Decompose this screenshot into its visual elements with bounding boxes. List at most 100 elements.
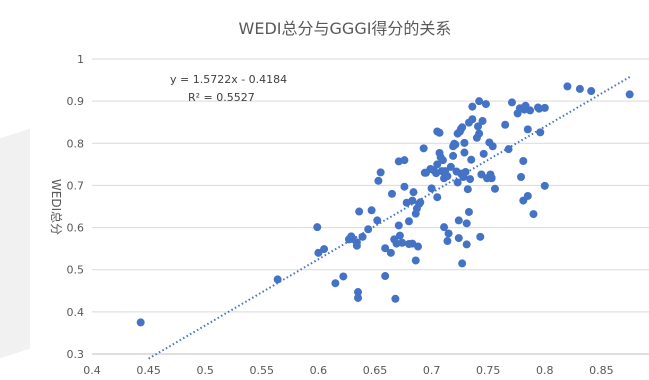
x-tick-label: 0.85 [589,364,614,377]
data-point [466,175,475,184]
data-point [467,155,476,164]
data-point [488,142,497,151]
data-point [354,293,363,302]
x-tick-labels: 0.4 0.45 0.5 0.55 0.6 0.65 0.7 0.75 0.8 0.85 [83,364,613,377]
data-point [444,229,453,238]
y-tick-label: 0.4 [67,306,85,319]
data-point [367,206,376,215]
y-axis-label: WEDI总分 [49,179,63,235]
data-point [446,162,455,171]
data-point [587,87,596,96]
data-point [136,318,145,327]
x-tick-label: 0.6 [310,364,328,377]
data-point [476,232,485,241]
data-point [416,198,425,207]
data-point [501,120,510,129]
data-point [433,193,442,202]
data-point [408,196,417,205]
data-point [419,144,428,153]
data-point [433,160,442,169]
data-point [404,217,413,226]
data-point [475,97,484,106]
data-point [458,123,467,132]
gridlines [92,58,649,355]
data-point [460,148,469,157]
x-tick-label: 0.7 [423,364,441,377]
y-tick-label: 0.6 [67,222,85,235]
data-point [273,275,282,284]
x-tick-label: 0.8 [536,364,554,377]
y-tick-label: 0.3 [67,348,85,361]
data-point [462,240,471,249]
data-point [463,185,472,194]
data-point [464,207,473,216]
data-point [453,178,462,187]
data-point [400,182,409,191]
data-point [575,84,584,93]
data-point [468,102,477,111]
trendline-equation: y = 1.5722x - 0.4184 [170,73,287,86]
data-point [313,223,322,232]
data-point [474,122,483,131]
data-point [478,116,487,125]
y-tick-label: 0.8 [67,137,85,150]
data-point [490,184,499,193]
data-point [504,145,513,154]
x-tick-label: 0.55 [250,364,275,377]
data-point [395,231,404,240]
data-point [427,184,436,193]
data-point [376,168,385,177]
data-point [461,167,470,176]
data-point [414,242,423,251]
data-point [352,241,361,250]
data-point [391,294,400,303]
data-point [386,248,395,257]
data-point [519,156,528,165]
data-point [443,172,452,181]
x-tick-label: 0.65 [363,364,388,377]
data-point [364,225,373,234]
y-tick-label: 0.7 [67,179,85,192]
data-point [355,207,364,216]
x-tick-label: 0.5 [196,364,214,377]
data-point [394,221,403,230]
data-point [563,82,572,91]
data-point [479,149,488,158]
data-point [475,129,484,138]
data-point [358,232,367,241]
data-point [540,103,549,112]
data-point [411,256,420,265]
trendline-r2: R² = 0.5527 [188,91,255,104]
data-point [526,106,535,115]
x-tick-label: 0.45 [136,364,161,377]
data-point [320,245,329,254]
data-point [435,128,444,137]
data-point [536,128,545,137]
chart-title: WEDI总分与GGGI得分的关系 [239,19,452,38]
data-point [314,248,323,257]
data-point [487,173,496,182]
data-point [454,234,463,243]
data-point [454,216,463,225]
data-point [374,176,383,185]
data-point [409,188,418,197]
data-point [440,223,449,232]
data-point [458,259,467,268]
data-point [331,279,340,288]
y-tick-label: 0.5 [67,264,85,277]
data-point [477,170,486,179]
x-tick-label: 0.4 [83,364,101,377]
x-tick-label: 0.75 [476,364,501,377]
data-point [449,151,458,160]
data-point [625,90,634,99]
data-point [507,98,516,107]
data-point [481,100,490,109]
data-point [451,140,460,149]
y-tick-label: 0.9 [67,95,85,108]
data-point [523,125,532,134]
y-tick-labels: 0.3 0.4 0.5 0.6 0.7 0.8 0.9 1 [67,53,85,361]
data-point [438,156,447,165]
data-point [373,216,382,225]
data-point [387,189,396,198]
